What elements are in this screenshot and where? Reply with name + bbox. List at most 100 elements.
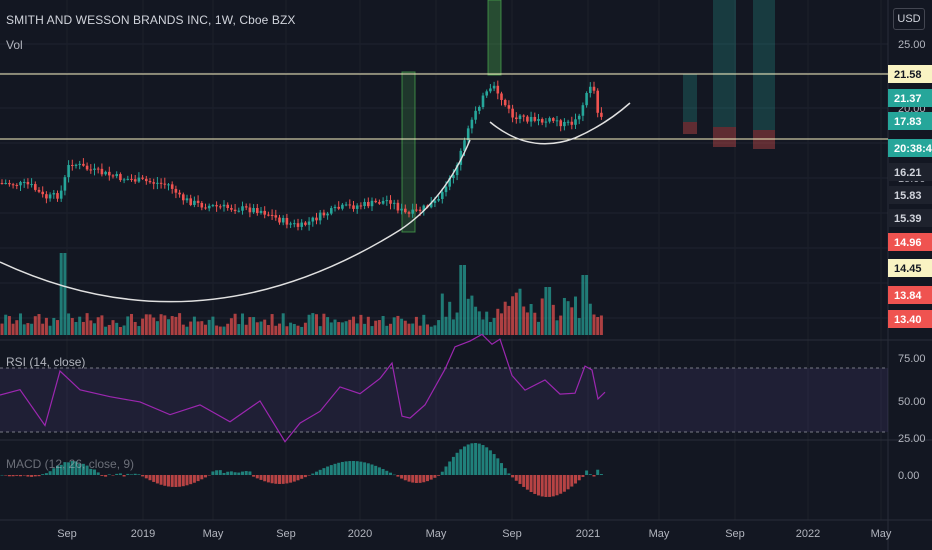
symbol-title[interactable]: SMITH AND WESSON BRANDS INC, 1W, Cboe BZ… xyxy=(6,13,296,27)
volume-bar xyxy=(122,325,126,335)
macd-bar xyxy=(451,456,455,475)
price-axis[interactable]: 25.0020.0015.0021.5821.3717.8320:38:4416… xyxy=(888,39,932,482)
candle-body xyxy=(115,174,118,177)
volume-bar xyxy=(296,325,300,335)
macd-bar xyxy=(252,475,256,477)
volume-bar xyxy=(559,315,563,335)
candle-body xyxy=(333,206,337,209)
volume-bar xyxy=(85,313,89,335)
macd-bar xyxy=(281,475,285,484)
volume-bar xyxy=(389,323,392,335)
candle-body xyxy=(278,217,281,223)
volume-bar xyxy=(407,323,411,335)
rsi-tick: 25.00 xyxy=(898,433,926,445)
candle-body xyxy=(559,120,562,127)
candle-body xyxy=(422,205,426,211)
candle-body xyxy=(226,204,229,209)
candle-body xyxy=(193,200,196,205)
candle-body xyxy=(133,179,137,182)
macd-bar xyxy=(152,475,156,482)
volume-bar xyxy=(411,323,415,335)
macd-bar xyxy=(207,475,211,476)
macd-bar xyxy=(63,462,67,475)
candle-body xyxy=(318,212,322,221)
volume-bar xyxy=(167,319,170,335)
volume-bar xyxy=(215,325,219,335)
candle-body xyxy=(577,115,581,120)
macd-bar xyxy=(466,444,470,475)
volume-bar xyxy=(63,253,67,335)
macd-bar xyxy=(381,469,385,475)
macd-bar xyxy=(474,443,478,475)
macd-label[interactable]: MACD (12, 26, close, 9) xyxy=(6,457,135,471)
volume-bar xyxy=(429,326,433,335)
volume-bar xyxy=(74,321,78,335)
macd-bar xyxy=(326,466,330,475)
volume-bar xyxy=(344,321,348,335)
projection-box xyxy=(753,0,775,130)
volume-bar xyxy=(178,313,182,335)
price-tag xyxy=(888,89,932,107)
candle-body xyxy=(326,213,329,216)
candle-body xyxy=(222,204,226,207)
macd-bar xyxy=(33,475,37,477)
macd-bar xyxy=(525,475,529,490)
macd-tick: 0.00 xyxy=(898,470,919,482)
macd-bar xyxy=(285,475,289,484)
macd-bar xyxy=(278,475,281,484)
volume-bar xyxy=(355,323,359,335)
volume-bar xyxy=(585,275,589,335)
macd-bar xyxy=(503,468,507,475)
candle-body xyxy=(518,115,522,120)
time-label: 2022 xyxy=(796,528,820,540)
time-label: Sep xyxy=(725,528,745,540)
macd-bar xyxy=(274,475,278,484)
volume-bar xyxy=(385,325,389,335)
candle-body xyxy=(159,182,163,184)
rsi-label[interactable]: RSI (14, close) xyxy=(6,355,86,369)
volume-bar xyxy=(204,324,207,335)
candle-body xyxy=(96,168,100,170)
volume-bar xyxy=(266,325,270,335)
volume-bar xyxy=(414,316,418,335)
candle-body xyxy=(470,119,474,129)
candle-body xyxy=(552,118,555,121)
price-tag-text: 20:38:44 xyxy=(894,143,932,155)
candle-body xyxy=(233,209,237,212)
time-label: May xyxy=(649,528,670,540)
volume-bar xyxy=(496,308,500,335)
drawing-overlays xyxy=(401,0,775,233)
macd-bar xyxy=(200,475,204,480)
volume-bar xyxy=(44,317,48,335)
rsi-band xyxy=(0,368,888,432)
candle-body xyxy=(522,115,525,117)
volume-bar xyxy=(93,323,96,335)
volume-bar xyxy=(255,322,259,335)
volume-bar xyxy=(507,305,511,335)
volume-bar xyxy=(518,288,522,335)
macd-bar xyxy=(222,472,226,475)
macd-bar xyxy=(192,475,196,483)
volume-bar xyxy=(366,316,370,335)
candle-body xyxy=(4,182,7,184)
candle-body xyxy=(463,140,466,151)
time-axis[interactable]: Sep 2019 May Sep 2020 May Sep 2021 May Sep 2022 May xyxy=(57,528,892,540)
candle-body xyxy=(8,182,11,185)
volume-bar xyxy=(592,314,596,335)
trend-drawings[interactable] xyxy=(0,73,888,303)
macd-bar xyxy=(588,474,592,475)
volume-bar xyxy=(588,303,592,335)
volume-bar xyxy=(525,312,529,335)
currency-button[interactable]: USD xyxy=(893,8,925,30)
volume-bar xyxy=(152,317,156,335)
macd-bar xyxy=(340,461,344,475)
macd-bar xyxy=(74,461,78,475)
volume-bar xyxy=(329,322,333,335)
macd-bar xyxy=(355,461,359,475)
price-tag xyxy=(888,139,932,157)
macd-bar xyxy=(130,474,133,475)
macd-bar xyxy=(292,475,296,482)
volume-label[interactable]: Vol xyxy=(6,38,23,52)
candle-body xyxy=(515,117,518,120)
